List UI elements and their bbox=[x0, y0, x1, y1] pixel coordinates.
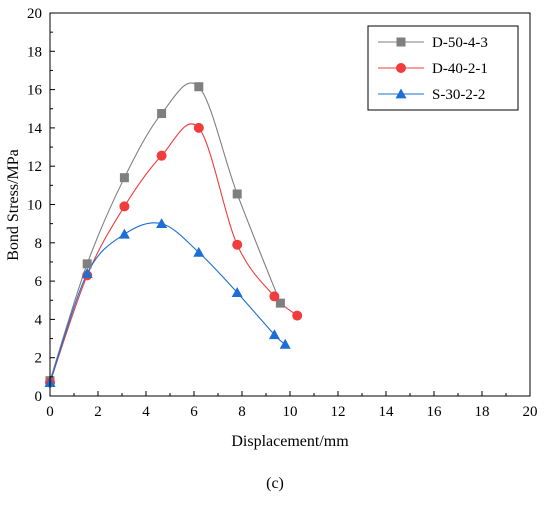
x-tick-label: 20 bbox=[523, 404, 538, 420]
legend-marker-square bbox=[396, 37, 406, 47]
y-tick-label: 2 bbox=[35, 351, 43, 367]
x-tick-label: 6 bbox=[190, 404, 198, 420]
data-point-square bbox=[157, 109, 167, 119]
x-axis-ticks: 0 2 4 6 8 10 12 14 16 18 20 bbox=[46, 391, 538, 420]
legend-label: D-50-4-3 bbox=[432, 35, 488, 51]
x-tick-label: 8 bbox=[238, 404, 246, 420]
data-point-circle bbox=[193, 122, 204, 133]
series-markers bbox=[44, 82, 303, 388]
data-point-triangle bbox=[193, 246, 205, 257]
data-point-square bbox=[82, 259, 92, 269]
x-tick-label: 18 bbox=[475, 404, 490, 420]
data-point-circle bbox=[269, 291, 280, 302]
y-tick-label: 18 bbox=[27, 44, 42, 60]
line-chart: 0 2 4 6 8 10 12 14 16 18 20 0 2 4 6 8 10 12 14 16 18 20 Disp… bbox=[5, 6, 538, 450]
data-point-triangle bbox=[231, 287, 243, 297]
y-tick-label: 12 bbox=[27, 159, 42, 175]
y-tick-label: 0 bbox=[35, 389, 43, 405]
data-point-circle bbox=[156, 150, 167, 161]
data-point-triangle bbox=[81, 267, 93, 278]
data-point-square bbox=[194, 82, 204, 92]
y-axis-label: Bond Stress/MPa bbox=[5, 149, 22, 261]
y-tick-label: 14 bbox=[27, 121, 43, 137]
series-curves bbox=[49, 82, 298, 383]
legend-marker-circle bbox=[396, 63, 406, 73]
data-point-circle bbox=[119, 201, 130, 212]
y-tick-label: 10 bbox=[27, 198, 42, 214]
data-point-circle bbox=[292, 310, 303, 321]
x-tick-label: 4 bbox=[142, 404, 150, 420]
data-point-triangle bbox=[268, 329, 280, 340]
data-point-triangle bbox=[156, 218, 168, 229]
x-tick-label: 2 bbox=[94, 404, 102, 420]
y-tick-label: 6 bbox=[35, 274, 43, 290]
y-tick-label: 20 bbox=[27, 6, 42, 22]
legend-label: D-40-2-1 bbox=[432, 61, 488, 77]
data-point-triangle bbox=[118, 228, 130, 239]
legend: D-50-4-3 D-40-2-1 S-30-2-2 bbox=[367, 25, 519, 111]
x-axis-label: Displacement/mm bbox=[231, 433, 349, 450]
figure-caption: (c) bbox=[266, 475, 284, 492]
data-point-circle bbox=[232, 239, 243, 250]
y-tick-label: 8 bbox=[35, 236, 43, 252]
series-line-1 bbox=[49, 82, 281, 381]
x-tick-label: 0 bbox=[46, 404, 54, 420]
data-point-square bbox=[119, 173, 129, 183]
y-tick-label: 16 bbox=[27, 83, 43, 99]
data-point-triangle bbox=[279, 338, 291, 349]
series-line-3 bbox=[49, 222, 286, 383]
x-tick-label: 14 bbox=[379, 404, 395, 420]
y-axis-ticks: 0 2 4 6 8 10 12 14 16 18 20 bbox=[27, 6, 55, 405]
x-tick-label: 12 bbox=[331, 404, 346, 420]
legend-marker-triangle bbox=[395, 88, 407, 99]
x-tick-label: 16 bbox=[427, 404, 443, 420]
x-tick-label: 10 bbox=[283, 404, 298, 420]
data-point-square bbox=[275, 298, 285, 308]
data-point-square bbox=[232, 189, 242, 199]
legend-label: S-30-2-2 bbox=[432, 87, 485, 103]
y-tick-label: 4 bbox=[35, 312, 43, 328]
